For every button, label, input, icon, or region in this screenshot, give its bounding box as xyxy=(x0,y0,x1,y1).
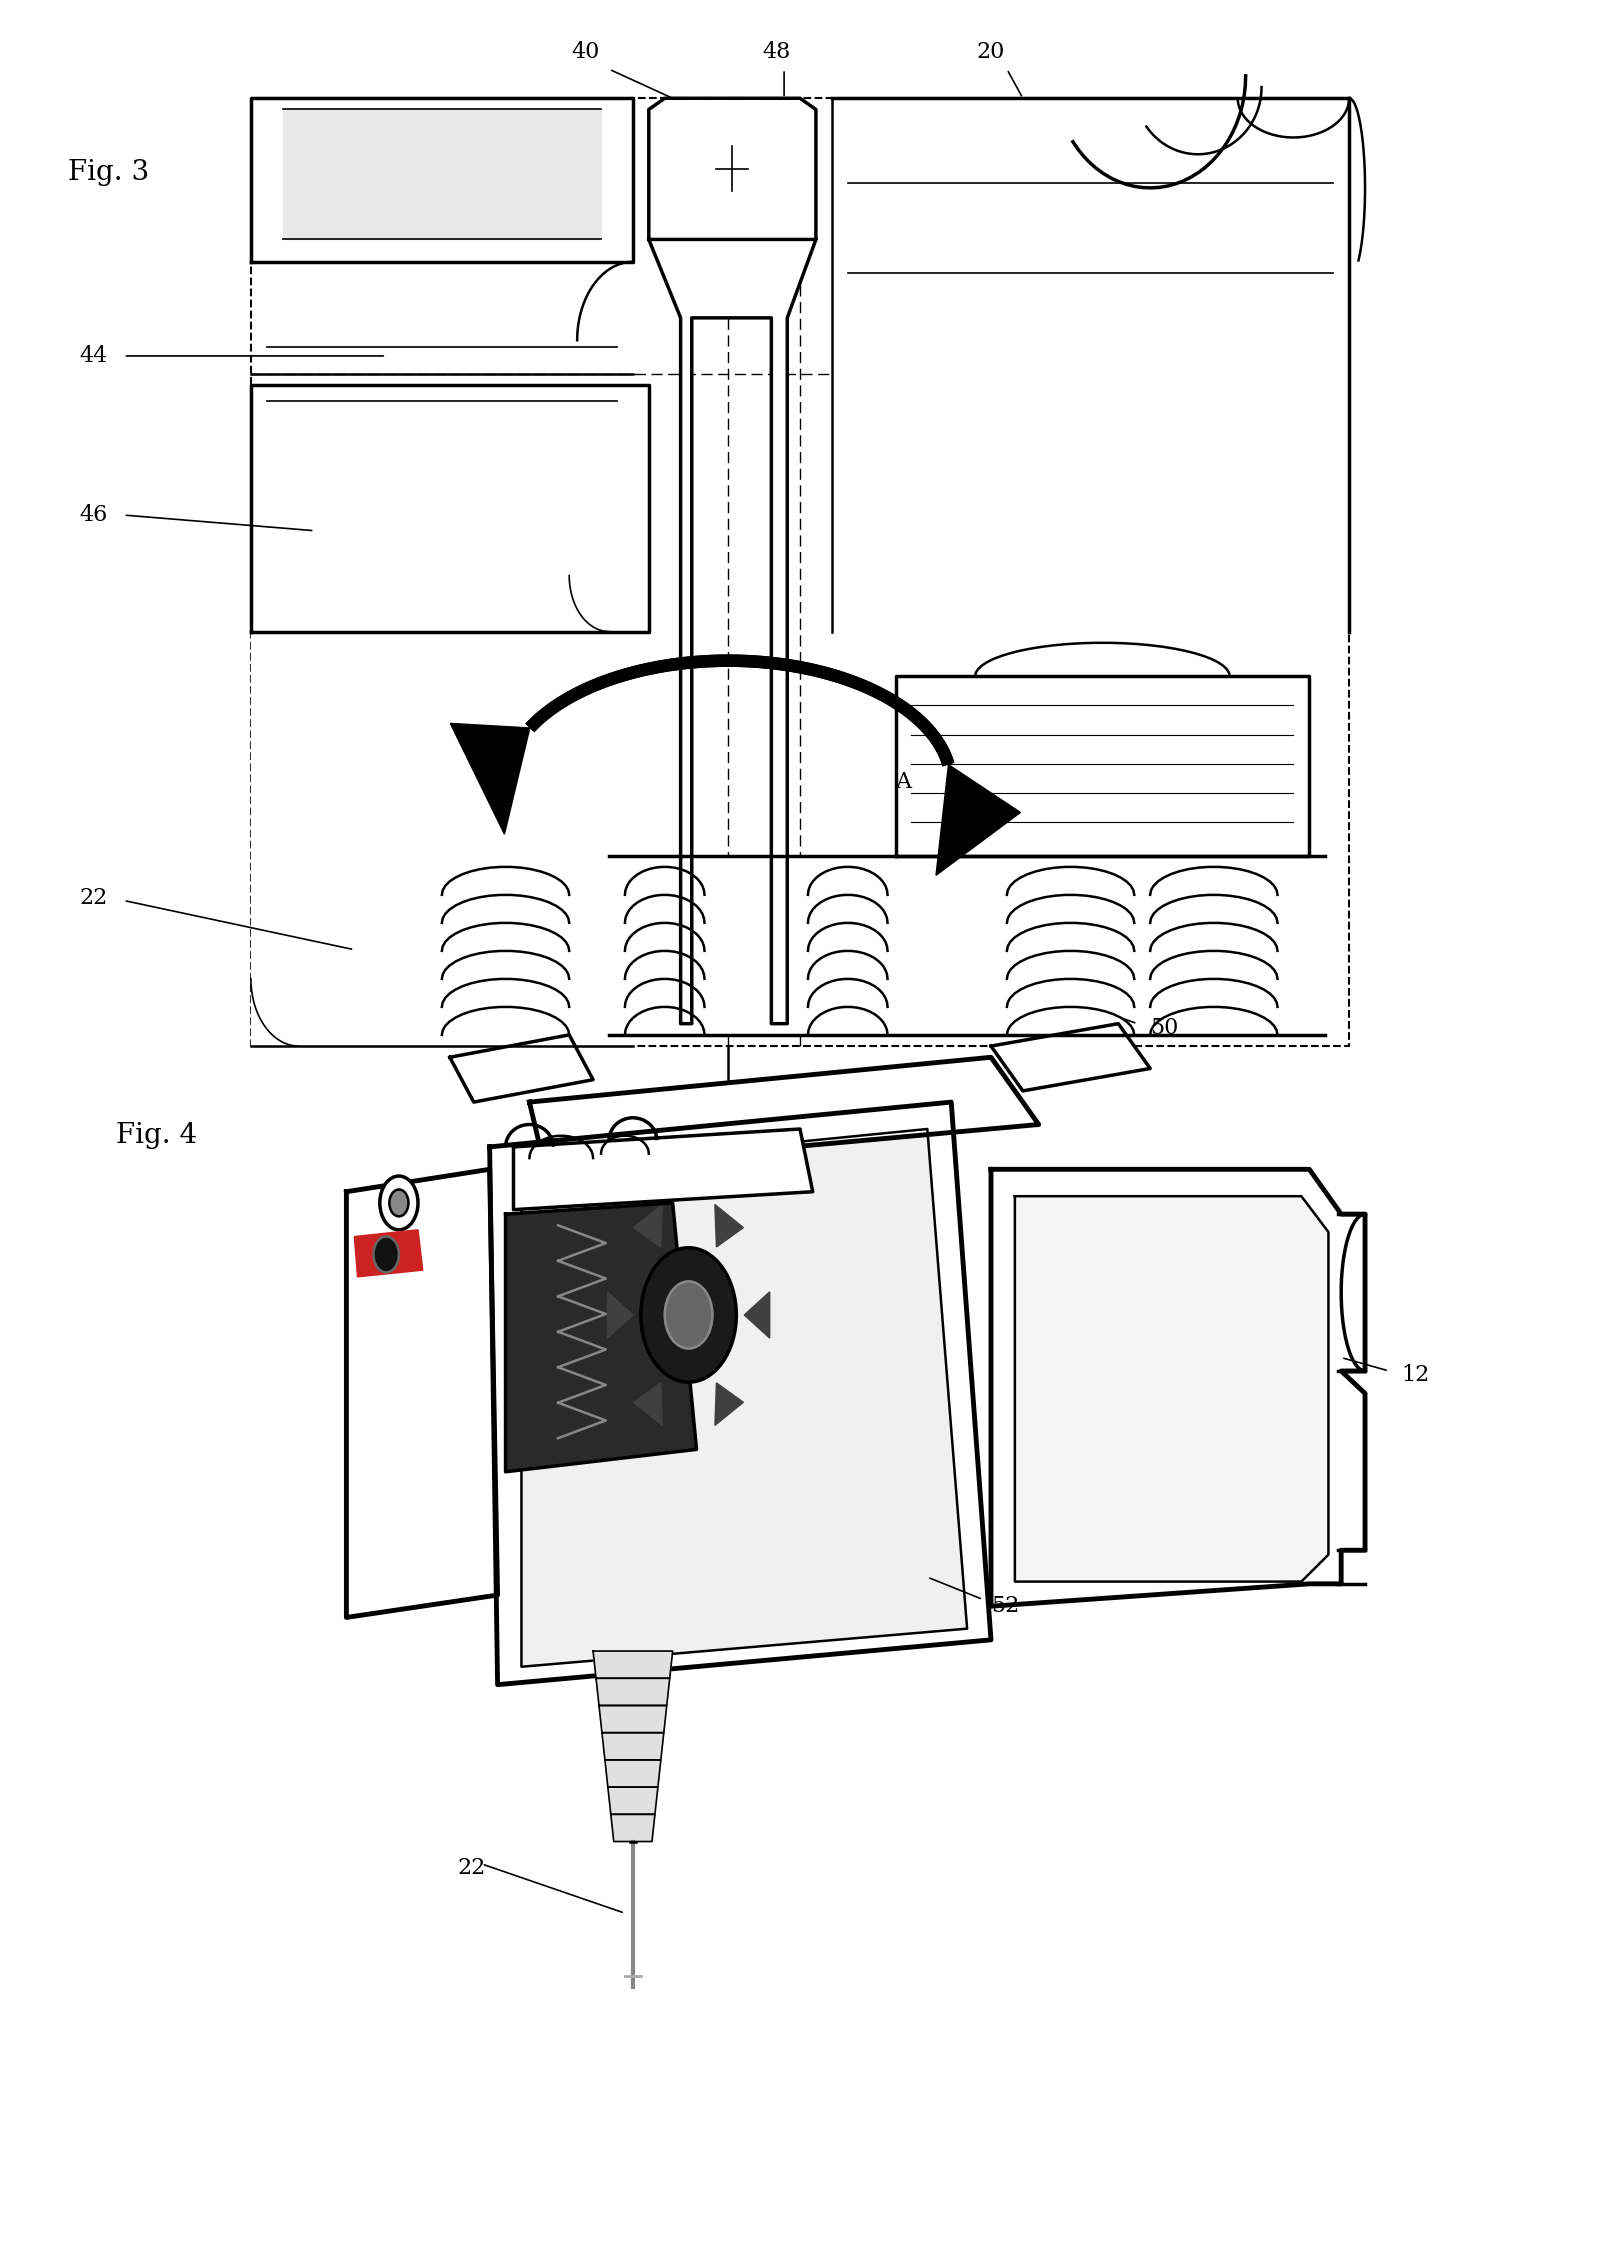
Polygon shape xyxy=(354,1230,422,1277)
Polygon shape xyxy=(506,1203,696,1471)
Polygon shape xyxy=(251,632,634,1046)
Polygon shape xyxy=(611,1815,654,1842)
Text: Fig. 3: Fig. 3 xyxy=(67,160,149,187)
Polygon shape xyxy=(610,855,1325,1035)
Text: 22: 22 xyxy=(458,1858,486,1880)
Polygon shape xyxy=(608,1788,658,1815)
Polygon shape xyxy=(936,765,1021,875)
Polygon shape xyxy=(832,99,1349,632)
Polygon shape xyxy=(597,1678,670,1705)
Circle shape xyxy=(664,1282,712,1349)
Polygon shape xyxy=(715,1205,744,1246)
Text: A: A xyxy=(896,771,912,792)
Polygon shape xyxy=(490,1102,990,1685)
Polygon shape xyxy=(715,1383,744,1426)
Polygon shape xyxy=(634,1383,662,1426)
Text: 48: 48 xyxy=(762,40,790,63)
Polygon shape xyxy=(648,99,816,238)
Text: Fig. 4: Fig. 4 xyxy=(115,1122,197,1149)
Polygon shape xyxy=(522,1129,966,1667)
Polygon shape xyxy=(602,1732,664,1761)
Circle shape xyxy=(373,1237,398,1273)
Circle shape xyxy=(379,1176,418,1230)
Circle shape xyxy=(389,1190,408,1217)
Text: 46: 46 xyxy=(80,504,107,526)
Polygon shape xyxy=(744,1291,770,1338)
Polygon shape xyxy=(530,1057,1038,1169)
Text: 44: 44 xyxy=(80,344,107,367)
Polygon shape xyxy=(648,238,816,1023)
Polygon shape xyxy=(450,1035,594,1102)
Polygon shape xyxy=(598,1705,667,1732)
Text: 50: 50 xyxy=(1150,1017,1179,1039)
Polygon shape xyxy=(346,1169,498,1617)
Circle shape xyxy=(642,1248,736,1383)
Polygon shape xyxy=(990,1169,1365,1606)
Polygon shape xyxy=(450,724,530,834)
Text: 12: 12 xyxy=(1402,1365,1430,1385)
Polygon shape xyxy=(283,110,602,238)
Text: 52: 52 xyxy=(990,1595,1019,1617)
Polygon shape xyxy=(514,1129,813,1210)
Polygon shape xyxy=(634,1205,662,1246)
Polygon shape xyxy=(990,1023,1150,1091)
Polygon shape xyxy=(608,1291,634,1338)
Text: 20: 20 xyxy=(978,40,1005,63)
Polygon shape xyxy=(605,1761,661,1788)
Polygon shape xyxy=(251,385,648,632)
Polygon shape xyxy=(1014,1196,1328,1581)
Polygon shape xyxy=(594,1651,672,1678)
Text: 22: 22 xyxy=(80,886,107,909)
Polygon shape xyxy=(896,677,1309,855)
Polygon shape xyxy=(251,99,634,261)
Text: 40: 40 xyxy=(571,40,600,63)
